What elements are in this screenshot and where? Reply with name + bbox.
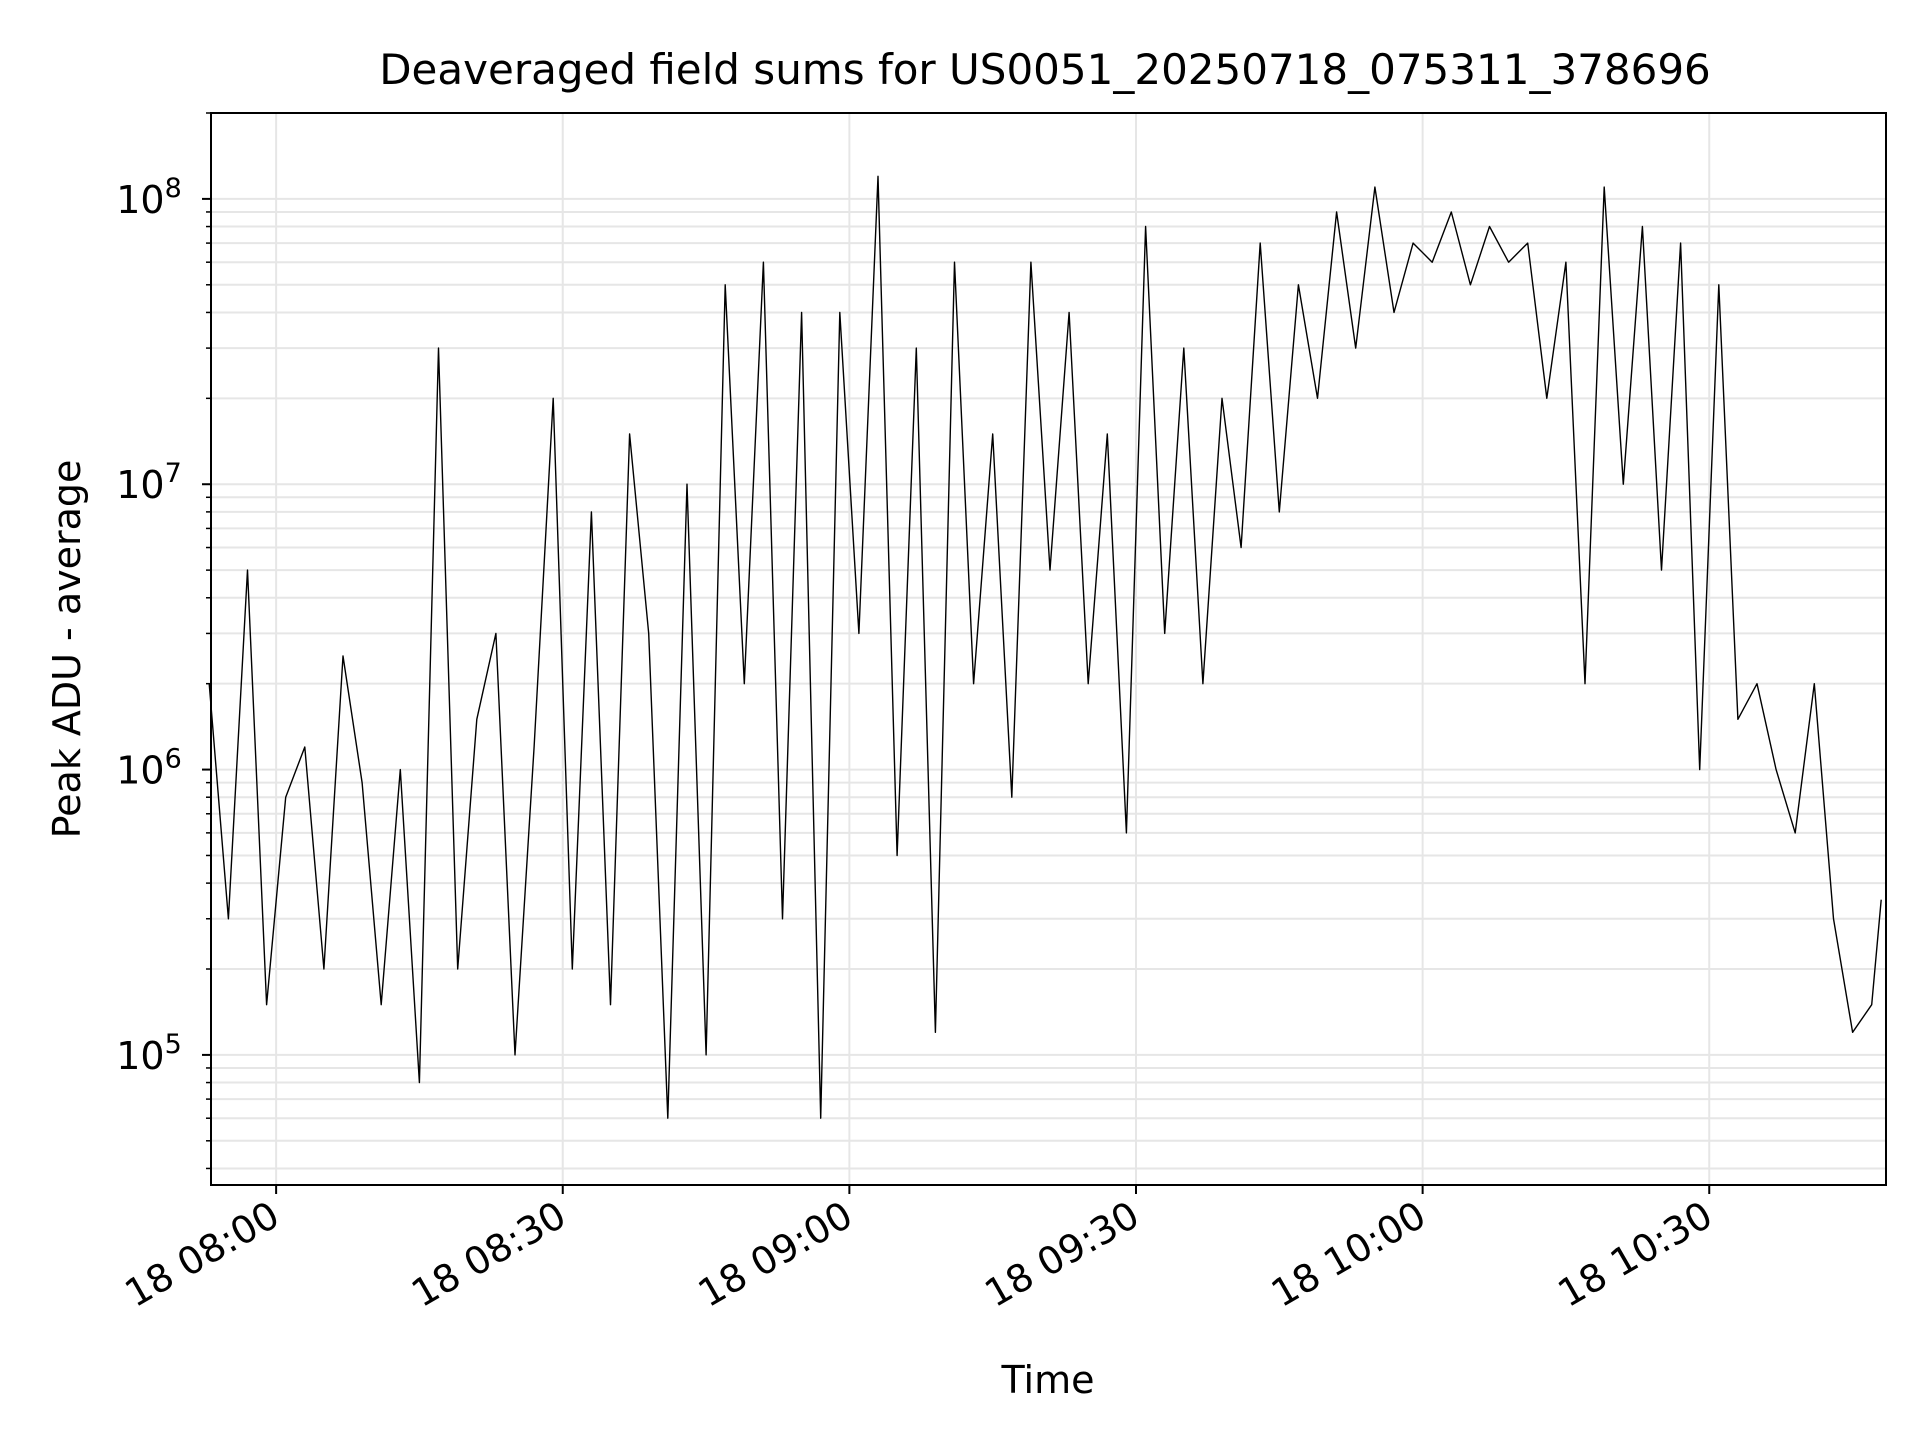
y-tick-label: 107 xyxy=(116,458,182,507)
y-tick-label: 106 xyxy=(116,744,182,793)
y-tick-label: 108 xyxy=(116,173,182,222)
y-tick-label: 105 xyxy=(116,1029,182,1078)
x-tick-label: 18 10:00 xyxy=(1264,1193,1433,1316)
x-tick-label: 18 08:00 xyxy=(117,1193,286,1316)
plot-frame xyxy=(210,112,1887,1186)
x-tick-label: 18 08:30 xyxy=(404,1193,573,1316)
x-tick-label: 18 10:30 xyxy=(1551,1193,1720,1316)
x-axis-label: Time xyxy=(1001,1358,1095,1402)
y-axis-label: Peak ADU - average xyxy=(45,460,89,839)
grid xyxy=(211,112,1886,1185)
y-axis: 105 107 106 108 xyxy=(116,112,211,1170)
x-axis: 18 08:00 18 08:30 18 09:00 18 09:30 18 10:00… xyxy=(117,1185,1720,1316)
series-line xyxy=(208,175,1882,1119)
chart-title: Deaveraged field sums for US0051_2025071… xyxy=(379,45,1711,94)
x-tick-label: 18 09:00 xyxy=(691,1193,860,1316)
x-tick-label: 18 09:30 xyxy=(977,1193,1146,1316)
